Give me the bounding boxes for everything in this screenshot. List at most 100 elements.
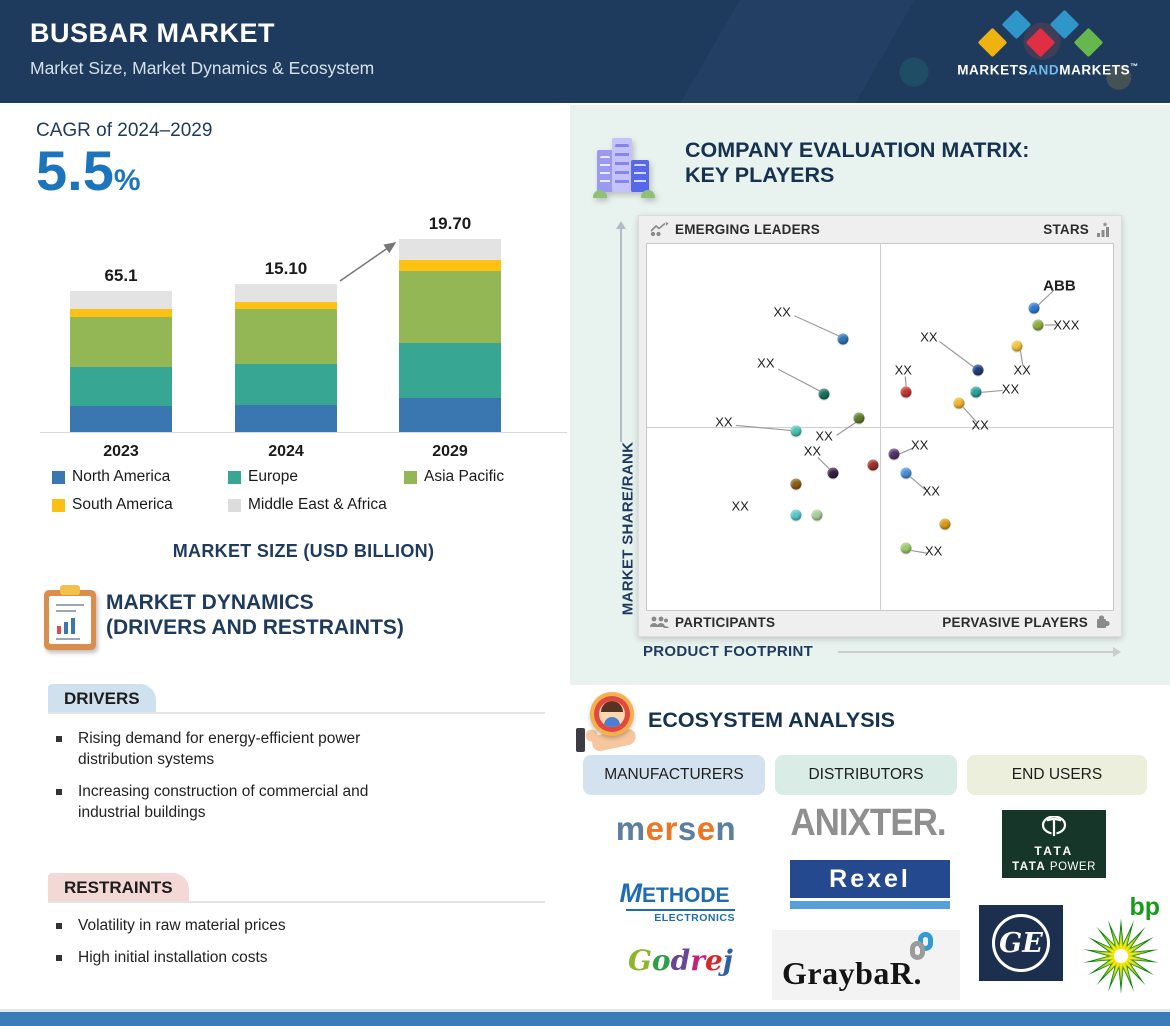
- evaluation-matrix-title: COMPANY EVALUATION MATRIX: KEY PLAYERS: [685, 138, 1030, 187]
- logo-diamond-red: [1025, 27, 1056, 58]
- tata-emblem-icon: [1041, 815, 1067, 837]
- market-size-bar-chart: 65.1 15.10 19.70: [40, 205, 567, 433]
- bar-value-label: 15.10: [264, 259, 308, 278]
- bar-2023: [70, 291, 172, 432]
- company-dot-label: ABB: [1043, 277, 1076, 295]
- company-dot: [970, 386, 982, 398]
- corner-pervasive-players: PERVASIVE PLAYERS: [942, 614, 1111, 631]
- company-dot-label: XX: [757, 355, 775, 371]
- cagr-label: CAGR of 2024–2029: [36, 120, 213, 141]
- company-dot-label: XX: [1001, 381, 1020, 397]
- footer-divider: [0, 1009, 1170, 1012]
- logo-letter: j: [722, 944, 733, 977]
- corner-participants: PARTICIPANTS: [649, 615, 775, 630]
- x-axis-label: PRODUCT FOOTPRINT: [643, 643, 814, 660]
- legend-item-europe: Europe: [228, 468, 298, 486]
- company-dot: [790, 478, 802, 490]
- legend-label: South America: [72, 496, 173, 513]
- market-dynamics-title: MARKET DYNAMICS (DRIVERS AND RESTRAINTS): [106, 591, 404, 639]
- logo-letter: e: [704, 944, 723, 977]
- logo-letter: r: [664, 810, 678, 847]
- logo-mersen: mersen: [596, 810, 756, 852]
- bar-segment-north-america: [235, 405, 337, 432]
- company-dot-label: XX: [971, 417, 989, 433]
- company-dot-label: XX: [922, 483, 940, 499]
- matrix-plot-area: XX XX XX XX ABB XXX XX XX XX XX XX XX XX XX XX XX: [646, 243, 1114, 611]
- legend-item-middle-east-africa: Middle East & Africa: [228, 496, 387, 514]
- bar-segment-asia-pacific: [399, 271, 501, 343]
- bar-2029: [399, 239, 501, 432]
- y-axis-arrow: [616, 221, 626, 442]
- logo-tata-power: TATA TATA POWER: [1002, 810, 1106, 878]
- drivers-rule: [48, 712, 545, 714]
- company-dot: [900, 542, 912, 554]
- bar-segment-europe: [235, 364, 337, 406]
- company-dot-label: XX: [910, 437, 929, 453]
- bar-chart-x-axis: 2023 2024 2029: [40, 443, 567, 463]
- logo-graybar: GraybaR.: [772, 930, 960, 1000]
- stars-icon: [1097, 221, 1109, 237]
- legend-label: Middle East & Africa: [248, 496, 387, 513]
- legend-label: Asia Pacific: [424, 468, 505, 485]
- bar-segment-europe: [399, 342, 501, 398]
- company-dot: [939, 518, 951, 530]
- page-title: BUSBAR MARKET: [30, 18, 275, 48]
- puzzle-icon: [1097, 615, 1110, 628]
- list-item: High initial installation costs: [56, 947, 416, 968]
- logo-letter: e: [696, 810, 716, 847]
- company-dot: [790, 509, 802, 521]
- logo-godrej: Godrej: [628, 944, 733, 977]
- legend-swatch: [404, 470, 417, 484]
- ecosystem-title: ECOSYSTEM ANALYSIS: [648, 708, 895, 732]
- company-dot-label: XX: [894, 362, 912, 378]
- restraints-tab: RESTRAINTS: [48, 873, 189, 903]
- corner-emerging-leaders: EMERGING LEADERS: [649, 222, 820, 237]
- company-dot-label: XX: [715, 414, 733, 429]
- ecosystem-icon: [576, 692, 640, 758]
- matrix-connector-lines: [735, 289, 1057, 554]
- logo-letter: n: [715, 810, 737, 847]
- company-dot: [867, 459, 879, 471]
- graybar-chain-icon: [908, 932, 938, 962]
- bar-segment-north-america: [70, 406, 172, 432]
- company-dot: [888, 448, 900, 460]
- company-dot-label: XXX: [1053, 317, 1080, 333]
- logo-ge: GE: [979, 905, 1063, 981]
- legend-swatch: [228, 470, 241, 484]
- header: BUSBAR MARKET Market Size, Market Dynami…: [0, 0, 1170, 103]
- bar-2024: [235, 284, 337, 432]
- ecosystem-tab-distributors: DISTRIBUTORS: [775, 755, 957, 795]
- corner-stars: STARS: [1043, 221, 1111, 238]
- logo-anixter: ANIXTER.: [790, 801, 946, 844]
- company-dot: [1032, 319, 1044, 331]
- company-dot: [953, 397, 965, 409]
- page-subtitle: Market Size, Market Dynamics & Ecosystem: [30, 58, 375, 78]
- bar-value-label: 19.70: [428, 214, 472, 233]
- legend-swatch: [52, 498, 65, 512]
- company-dot-label: XX: [1013, 362, 1031, 378]
- clipboard-icon: [44, 585, 96, 650]
- bar-segment-north-america: [399, 397, 501, 432]
- ecosystem-tab-end-users: END USERS: [967, 755, 1147, 795]
- legend-label: North America: [72, 468, 171, 485]
- restraints-rule: [48, 901, 545, 903]
- logo-letter: r: [690, 944, 705, 977]
- legend-item-asia-pacific: Asia Pacific: [404, 468, 504, 486]
- bar-segment-south-america: [235, 302, 337, 310]
- company-dot: [900, 467, 912, 479]
- company-dot: [900, 386, 912, 398]
- logo-bp: bp: [1078, 893, 1164, 1003]
- list-item: Increasing construction of commercial an…: [56, 781, 416, 823]
- logo-diamond-blue-1: [1001, 9, 1032, 40]
- cagr-value: 5.5%: [36, 139, 141, 202]
- ecosystem-tab-manufacturers: MANUFACTURERS: [583, 755, 765, 795]
- legend-swatch: [228, 498, 241, 512]
- logo-wordmark: MARKETSANDMARKETS™: [957, 62, 1139, 78]
- company-dot: [853, 412, 865, 424]
- buildings-icon: [593, 136, 655, 198]
- legend-item-north-america: North America: [52, 468, 170, 486]
- participants-icon: [650, 616, 669, 628]
- legend-swatch: [52, 470, 65, 484]
- logo-letter: m: [615, 810, 646, 847]
